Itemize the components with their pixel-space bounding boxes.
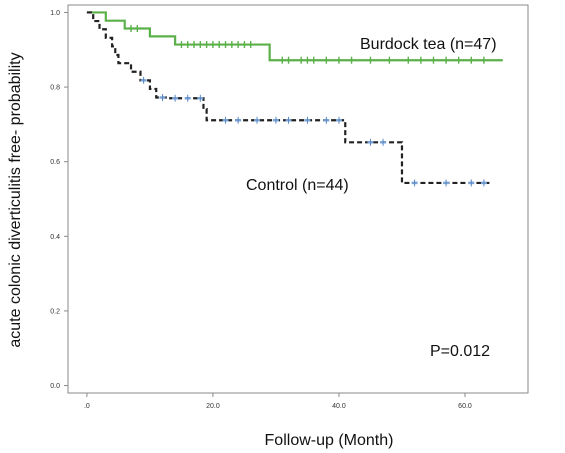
x-tick-label: 40.0 [332, 403, 346, 410]
x-tick-label: .0 [84, 403, 90, 410]
y-tick-label: 0.2 [50, 308, 60, 315]
legend-label-control: Control (n=44) [246, 177, 349, 194]
plot-area [67, 4, 529, 394]
y-axis-title: acute colonic diverticulitis free- proba… [7, 52, 24, 347]
y-tick-label: 0.0 [50, 383, 60, 390]
axes: 0.0 0.2 0.4 0.6 0.8 1.0 .0 20.0 40.0 60.0 [50, 10, 472, 410]
y-tick-label: 0.4 [50, 234, 60, 241]
p-value-annotation: P=0.012 [430, 343, 490, 360]
series-layer [86, 11, 503, 187]
y-tick-label: 1.0 [50, 10, 60, 17]
y-tick-label: 0.8 [50, 85, 60, 92]
series-1 [86, 11, 491, 187]
x-axis-title: Follow-up (Month) [265, 432, 394, 449]
y-tick-label: 0.6 [50, 159, 60, 166]
legend-label-burdock: Burdock tea (n=47) [360, 36, 497, 53]
series-0 [86, 11, 503, 64]
series-line [86, 11, 491, 185]
series-line [86, 11, 503, 62]
x-tick-label: 20.0 [206, 403, 220, 410]
x-tick-label: 60.0 [458, 403, 472, 410]
